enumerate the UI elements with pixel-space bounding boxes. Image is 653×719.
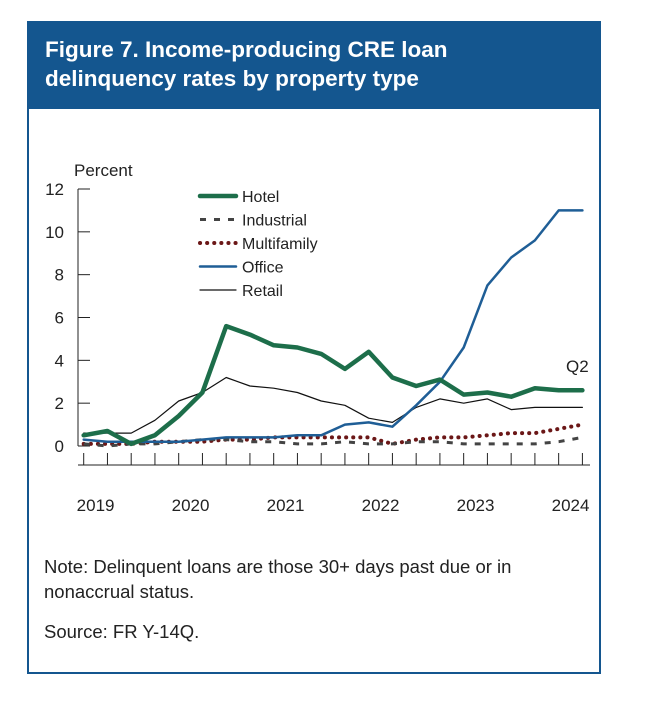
y-tick-label: 10 [45, 223, 64, 242]
title-band: Figure 7. Income-producing CRE loan deli… [29, 23, 599, 109]
x-tick-label: 2021 [267, 496, 305, 515]
note-text: Note: Delinquent loans are those 30+ day… [44, 556, 512, 602]
y-tick-label: 6 [55, 309, 64, 328]
x-tick-label: 2023 [457, 496, 495, 515]
x-tick-label: 2022 [362, 496, 400, 515]
figure-frame: Figure 7. Income-producing CRE loan deli… [27, 21, 601, 674]
axes: 0 2 4 6 8 10 12 2019 2020 2021 2022 2023 2024 [45, 180, 590, 515]
source-text: Source: FR Y-14Q. [44, 621, 200, 642]
y-tick-label: 0 [55, 437, 64, 456]
y-tick-label: 4 [55, 351, 64, 370]
legend-label-multifamily: Multifamily [242, 236, 318, 253]
x-tick-label: 2020 [172, 496, 210, 515]
legend-label-industrial: Industrial [242, 213, 307, 230]
series-line-retail [83, 376, 584, 434]
y-tick-label: 12 [45, 180, 64, 199]
q2-annotation: Q2 [566, 357, 589, 376]
series-lines [81, 209, 585, 448]
legend: Hotel Industrial Multifamily Office Retail [197, 189, 318, 300]
y-axis-label: Percent [74, 161, 133, 180]
y-tick-label: 8 [55, 266, 64, 285]
x-tick-label: 2019 [77, 496, 115, 515]
legend-label-office: Office [242, 260, 284, 277]
series-line-office [82, 209, 584, 443]
series-line-hotel [81, 323, 585, 447]
legend-label-hotel: Hotel [242, 189, 279, 206]
x-tick-label: 2024 [552, 496, 590, 515]
figure-title: Figure 7. Income-producing CRE loan deli… [45, 37, 448, 91]
delinquency-chart: Percent 0 2 4 6 8 10 12 2019 2020 2021 2022 2023 202… [45, 161, 590, 515]
legend-label-retail: Retail [242, 283, 283, 300]
y-tick-label: 2 [55, 394, 64, 413]
